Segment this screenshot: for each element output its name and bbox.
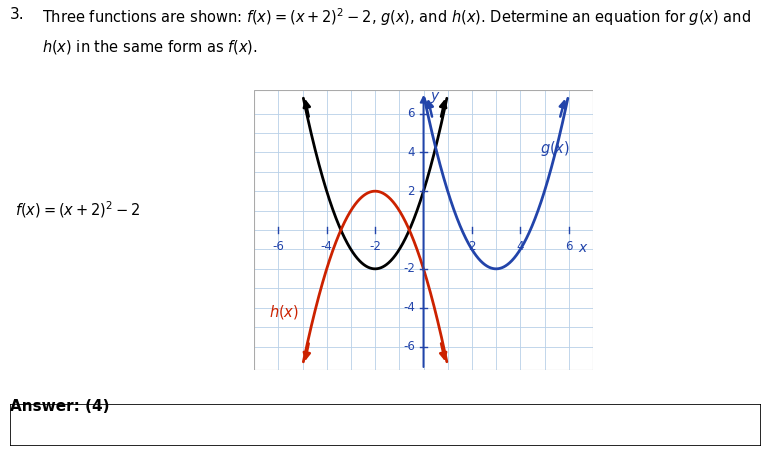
Text: -4: -4 — [321, 240, 333, 253]
Text: -6: -6 — [273, 240, 284, 253]
Text: $h(x)$: $h(x)$ — [269, 303, 299, 321]
Text: 4: 4 — [407, 146, 415, 159]
Text: Three functions are shown: $f(x) = (x + 2)^2 - 2$, $g(x)$, and $h(x)$. Determine: Three functions are shown: $f(x) = (x + … — [42, 7, 752, 28]
Text: 6: 6 — [407, 107, 415, 120]
Text: 3.: 3. — [10, 7, 25, 22]
Text: -2: -2 — [369, 240, 381, 253]
Text: 6: 6 — [565, 240, 572, 253]
Text: -6: -6 — [403, 340, 415, 353]
Text: $y$: $y$ — [430, 91, 440, 106]
Text: $g(x)$: $g(x)$ — [540, 139, 570, 158]
Text: 2: 2 — [468, 240, 476, 253]
Text: $h(x)$ in the same form as $f(x)$.: $h(x)$ in the same form as $f(x)$. — [42, 38, 258, 56]
Text: $f(x) = (x + 2)^2 - 2$: $f(x) = (x + 2)^2 - 2$ — [15, 199, 141, 220]
Text: -4: -4 — [403, 301, 415, 314]
Text: 2: 2 — [407, 184, 415, 198]
Text: 4: 4 — [517, 240, 524, 253]
Text: $x$: $x$ — [578, 241, 588, 255]
Text: -2: -2 — [403, 262, 415, 276]
Text: Answer: (4): Answer: (4) — [10, 399, 109, 414]
